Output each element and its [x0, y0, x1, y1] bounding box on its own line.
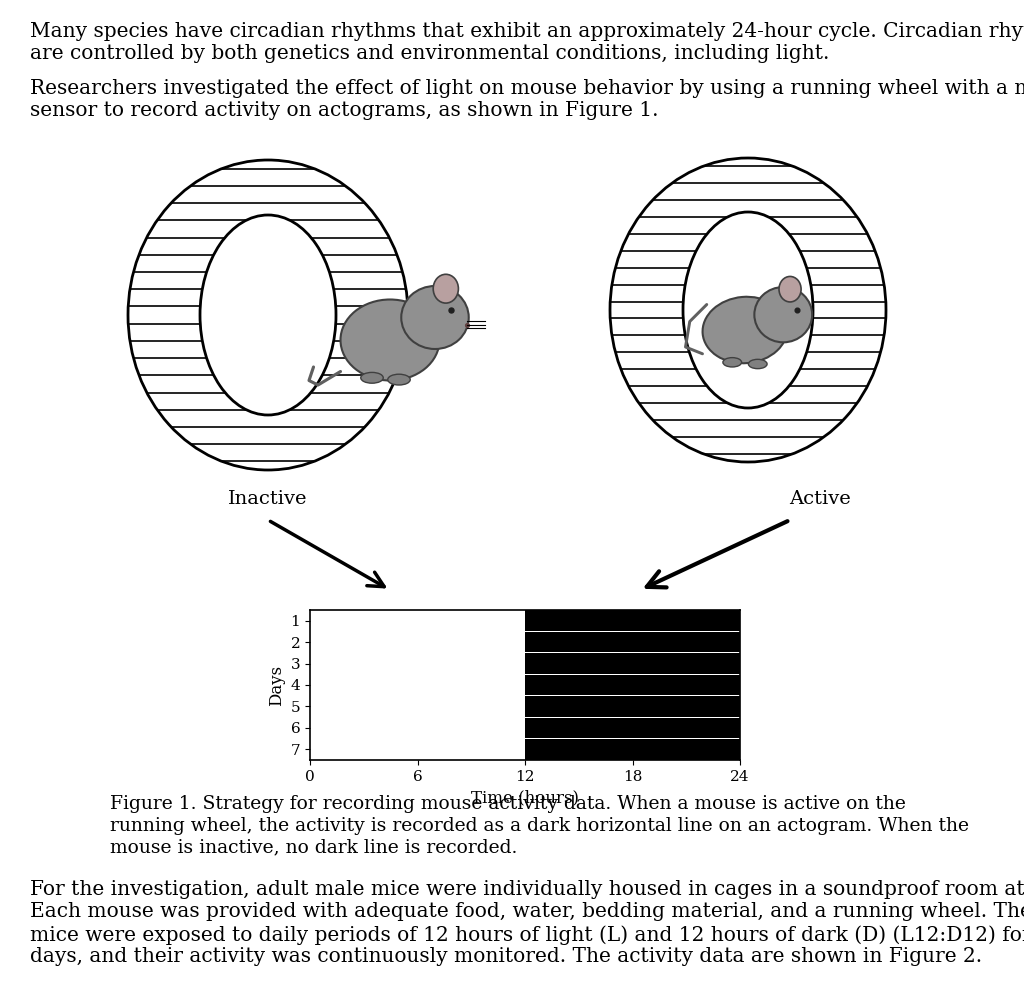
Ellipse shape [723, 358, 741, 367]
Bar [525, 674, 740, 696]
Ellipse shape [433, 274, 459, 303]
Bar [525, 611, 740, 631]
Text: running wheel, the activity is recorded as a dark horizontal line on an actogram: running wheel, the activity is recorded … [110, 816, 969, 835]
Text: are controlled by both genetics and environmental conditions, including light.: are controlled by both genetics and envi… [30, 44, 829, 64]
Ellipse shape [128, 160, 408, 470]
Ellipse shape [388, 374, 411, 385]
Text: Researchers investigated the effect of light on mouse behavior by using a runnin: Researchers investigated the effect of l… [30, 79, 1024, 98]
Ellipse shape [200, 215, 336, 415]
Text: sensor to record activity on actograms, as shown in Figure 1.: sensor to record activity on actograms, … [30, 102, 658, 120]
Bar [525, 697, 740, 717]
Ellipse shape [749, 359, 767, 369]
Bar [525, 739, 740, 760]
Text: days, and their activity was continuously monitored. The activity data are shown: days, and their activity was continuousl… [30, 948, 982, 967]
Ellipse shape [779, 276, 801, 302]
X-axis label: Time (hours): Time (hours) [471, 789, 579, 806]
Text: Many species have circadian rhythms that exhibit an approximately 24-hour cycle.: Many species have circadian rhythms that… [30, 22, 1024, 41]
Bar [525, 632, 740, 652]
Y-axis label: Days: Days [268, 664, 285, 706]
Bar [525, 718, 740, 738]
Bar [525, 653, 740, 674]
Text: Each mouse was provided with adequate food, water, bedding material, and a runni: Each mouse was provided with adequate fo… [30, 902, 1024, 921]
Text: For the investigation, adult male mice were individually housed in cages in a so: For the investigation, adult male mice w… [30, 880, 1024, 899]
Ellipse shape [683, 212, 813, 408]
Text: Inactive: Inactive [228, 490, 308, 508]
Ellipse shape [341, 299, 439, 380]
Ellipse shape [755, 287, 812, 343]
Text: Active: Active [790, 490, 851, 508]
Text: Figure 1. Strategy for recording mouse activity data. When a mouse is active on : Figure 1. Strategy for recording mouse a… [110, 795, 906, 813]
Ellipse shape [401, 286, 469, 349]
Text: mouse is inactive, no dark line is recorded.: mouse is inactive, no dark line is recor… [110, 839, 517, 856]
Ellipse shape [702, 296, 787, 363]
Ellipse shape [610, 158, 886, 462]
Ellipse shape [360, 372, 383, 383]
Text: mice were exposed to daily periods of 12 hours of light (L) and 12 hours of dark: mice were exposed to daily periods of 12… [30, 925, 1024, 944]
